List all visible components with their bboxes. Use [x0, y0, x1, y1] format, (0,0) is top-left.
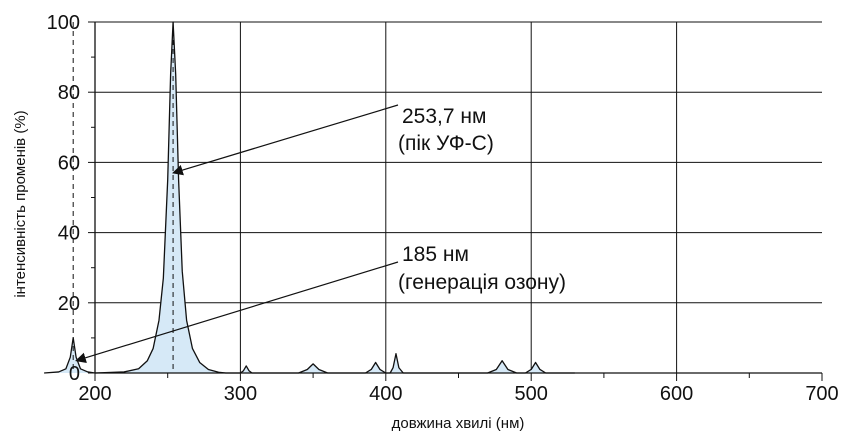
y-tick-label-40: 40	[58, 223, 80, 245]
spectrum-line-0	[44, 21, 575, 374]
spectrum-area-layer	[44, 21, 575, 374]
y-tick-label-0: 0	[69, 363, 80, 385]
x-tick-label-500: 500	[515, 383, 548, 405]
grid-layer	[95, 21, 822, 373]
dashed-marker-layer	[72, 22, 174, 373]
y-tick-label-20: 20	[58, 293, 80, 315]
y-tick-label-80: 80	[58, 82, 80, 104]
y-tick-label-100: 100	[47, 12, 80, 34]
spectrum-fill-0	[44, 22, 575, 373]
axis-layer	[88, 21, 823, 381]
x-tick-label-700: 700	[805, 383, 838, 405]
annotation-ozone-line2: (генерація озону)	[398, 271, 566, 294]
y-axis-label: інтенсивність променів (%)	[12, 110, 29, 297]
annotation-arrow-1	[75, 261, 399, 364]
x-tick-label-400: 400	[369, 383, 402, 405]
x-tick-label-600: 600	[660, 383, 693, 405]
x-tick-label-200: 200	[78, 383, 111, 405]
annotation-arrow-0	[172, 104, 399, 176]
annotation-uvc-line2: (пік УФ-С)	[398, 132, 494, 155]
x-tick-label-300: 300	[224, 383, 257, 405]
y-tick-label-60: 60	[58, 152, 80, 174]
annotation-uvc-line1: 253,7 нм	[402, 105, 486, 128]
x-axis-label: довжина хвилі (нм)	[392, 415, 525, 432]
annotation-layer: 253,7 нм (пік УФ-С) 185 нм (генерація оз…	[75, 104, 566, 364]
tick-label-layer: 200 300 400 500 600 700 0 20 40 60 80 100	[47, 12, 839, 405]
annotation-ozone-line1: 185 нм	[402, 243, 469, 266]
